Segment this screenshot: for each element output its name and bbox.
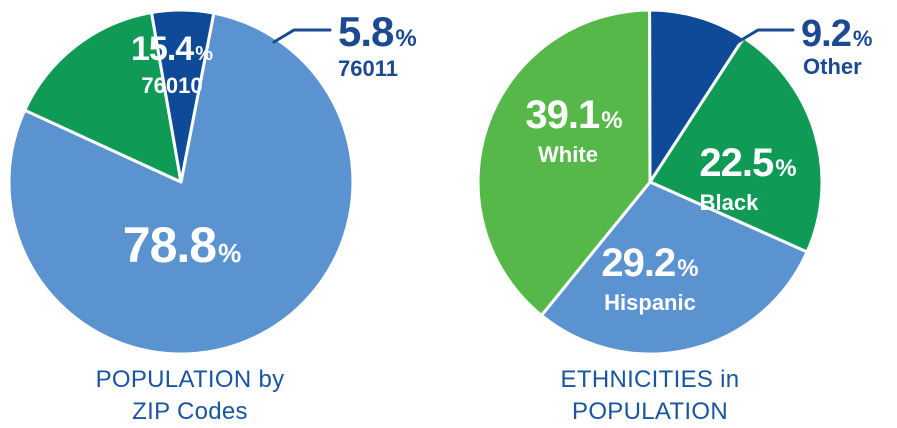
caption-line-1: POPULATION by: [95, 366, 285, 393]
chart-caption-population-by-zip: POPULATION by ZIP Codes: [40, 364, 340, 428]
pie-slice-hispanic: [539, 180, 809, 356]
leader-line: [272, 28, 332, 44]
pie-slice-value-78-8: [7, 11, 355, 356]
pie-slice-black: [648, 36, 824, 254]
pie-slice-white: [476, 8, 652, 317]
chart-caption-ethnicities: ETHNICITIES in POPULATION: [500, 364, 800, 428]
data-label-value: 78.8%: [123, 217, 241, 273]
data-label-value: 22.5%: [699, 141, 796, 185]
data-label-category: 76011: [338, 56, 398, 81]
pie-slice-76011: [149, 8, 216, 184]
data-label-category: White: [538, 142, 598, 167]
data-label-value: 39.1%: [525, 93, 622, 137]
caption-line-1: ETHNICITIES in: [560, 366, 740, 393]
caption-line-2: ZIP Codes: [132, 398, 248, 425]
data-label-category: Black: [700, 190, 759, 215]
data-label-value: 9.2%: [801, 13, 872, 55]
pie-chart-ethnicities: 22.5% Black 29.2% Hispanic 39.1% White 9.2%Oth…: [476, 8, 872, 356]
data-label-value: 5.8%: [338, 8, 417, 55]
data-label-value: 29.2%: [601, 241, 698, 285]
data-label-value: 15.4%: [131, 30, 213, 68]
data-label-category: 76010: [141, 73, 202, 98]
leader-line: [736, 28, 795, 44]
pie-slice-other: [648, 8, 746, 184]
data-label-category: Other: [803, 54, 862, 79]
data-label-category: Hispanic: [604, 290, 696, 315]
pie-slice-76010: [23, 11, 183, 184]
caption-line-2: POPULATION: [572, 398, 728, 425]
pie-chart-population-by-zip: 78.8% 15.4 % 76010 5.8%76011: [7, 8, 417, 356]
